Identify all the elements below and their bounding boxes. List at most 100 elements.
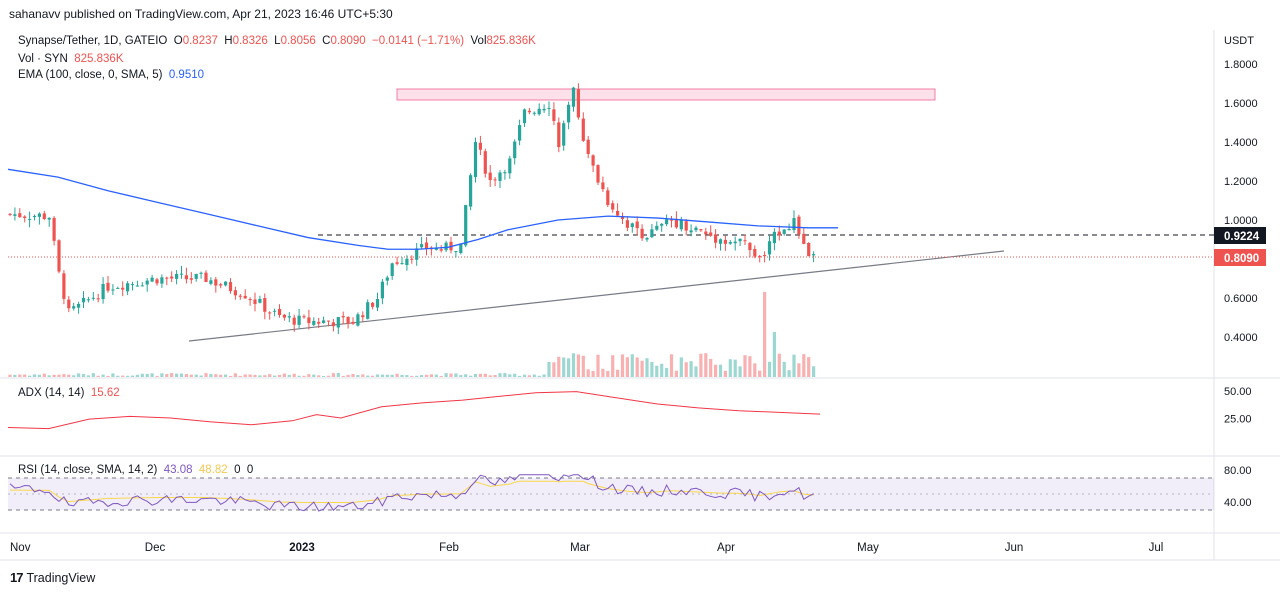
tradingview-brand[interactable]: 17 TradingView	[10, 570, 95, 585]
candle-body	[674, 218, 678, 228]
volume-bar	[547, 361, 551, 377]
price-tick-label: 0.6000	[1224, 293, 1258, 305]
candle-body	[748, 242, 752, 251]
candle-body	[596, 165, 600, 183]
candle-body	[454, 251, 458, 253]
volume-bar	[243, 374, 247, 377]
candle-body	[733, 241, 737, 244]
candle-body	[194, 274, 198, 279]
ema-label[interactable]: EMA (100, close, 0, SMA, 5)	[18, 69, 163, 81]
volume-bar	[258, 375, 262, 377]
volume-bar	[498, 373, 502, 377]
volume-bar	[204, 373, 208, 377]
candle-body	[772, 231, 776, 244]
candle-body	[763, 255, 767, 257]
candle-body	[630, 223, 634, 228]
candle-body	[547, 107, 551, 109]
volume-bar	[630, 354, 634, 377]
volume-bar	[522, 374, 527, 377]
candle-body	[356, 314, 360, 326]
volume-bar	[714, 364, 718, 377]
price-axis-unit: USDT	[1224, 35, 1254, 47]
volume-bar	[233, 373, 237, 377]
volume-bar	[581, 355, 585, 377]
candle-body	[248, 299, 252, 301]
candle-body	[8, 213, 12, 215]
candle-body	[380, 281, 384, 299]
volume-bar	[140, 373, 144, 377]
volume-bar	[292, 373, 296, 377]
volume-bar	[238, 375, 242, 377]
volume-bar	[478, 373, 482, 377]
rsi-label[interactable]: RSI (14, close, SMA, 14, 2)	[18, 464, 158, 476]
vol-indicator-label[interactable]: Vol · SYN	[18, 53, 68, 65]
volume-bar	[571, 353, 576, 377]
volume-bar	[508, 374, 512, 377]
candle-body	[91, 297, 95, 299]
volume-bar	[322, 375, 326, 377]
change-value: −0.0141 (−1.71%)	[372, 35, 465, 47]
volume-bar	[179, 373, 184, 377]
candle-body	[145, 280, 149, 285]
candle-body	[400, 263, 404, 265]
volume-bar	[366, 375, 370, 377]
candle-body	[557, 122, 561, 148]
candle-body	[184, 275, 188, 280]
candle-body	[238, 295, 242, 297]
volume-bar	[268, 374, 272, 377]
candle-body	[42, 213, 46, 219]
candle-body	[669, 219, 674, 221]
candle-body	[728, 242, 732, 244]
volume-bar	[165, 374, 169, 377]
candle-body	[797, 216, 801, 235]
candle-body	[635, 221, 639, 229]
adx-label[interactable]: ADX (14, 14)	[18, 387, 85, 399]
candle-body	[807, 242, 811, 257]
candle-body	[292, 317, 296, 325]
candle-body	[37, 213, 41, 217]
candle-body	[665, 219, 669, 225]
time-tick-label: May	[857, 542, 879, 554]
candle-body	[576, 89, 580, 118]
volume-bar	[767, 361, 772, 377]
volume-bar	[689, 361, 693, 377]
candle-body	[126, 283, 130, 292]
volume-bar	[464, 374, 468, 377]
candle-body	[542, 108, 546, 111]
candle-body	[522, 109, 527, 124]
volume-bar	[86, 375, 90, 377]
vol-indicator-value: 825.836K	[74, 53, 124, 65]
candle-body	[410, 258, 414, 260]
candle-body	[346, 316, 350, 324]
volume-bar	[655, 365, 659, 377]
candle-body	[718, 239, 723, 244]
candle-body	[704, 231, 708, 235]
volume-bar	[126, 375, 130, 377]
candle-body	[640, 228, 644, 239]
open-label: O	[173, 35, 183, 47]
candle-body	[424, 242, 429, 249]
rsi-tick-label: 80.00	[1224, 465, 1252, 477]
volume-bar	[400, 374, 404, 377]
candle-body	[699, 229, 703, 231]
volume-bar	[135, 374, 139, 377]
adx-line	[7, 391, 821, 430]
volume-bar	[723, 370, 727, 377]
volume-bar	[341, 375, 345, 377]
volume-bar	[37, 374, 41, 377]
volume-bar	[679, 357, 683, 377]
volume-bar	[57, 374, 61, 377]
symbol-label[interactable]: Synapse/Tether, 1D, GATEIO	[18, 35, 168, 47]
last-price-value: 0.8090	[1224, 253, 1259, 265]
volume-bar	[91, 373, 95, 377]
volume-bar	[116, 375, 120, 377]
volume-bar	[429, 374, 433, 377]
candle-body	[18, 213, 22, 218]
volume-bar	[224, 374, 228, 377]
price-tick-label: 1.4000	[1224, 137, 1258, 149]
candle-body	[307, 317, 311, 324]
volume-bar	[380, 374, 384, 377]
candle-body	[767, 241, 772, 255]
candle-body	[287, 316, 291, 318]
